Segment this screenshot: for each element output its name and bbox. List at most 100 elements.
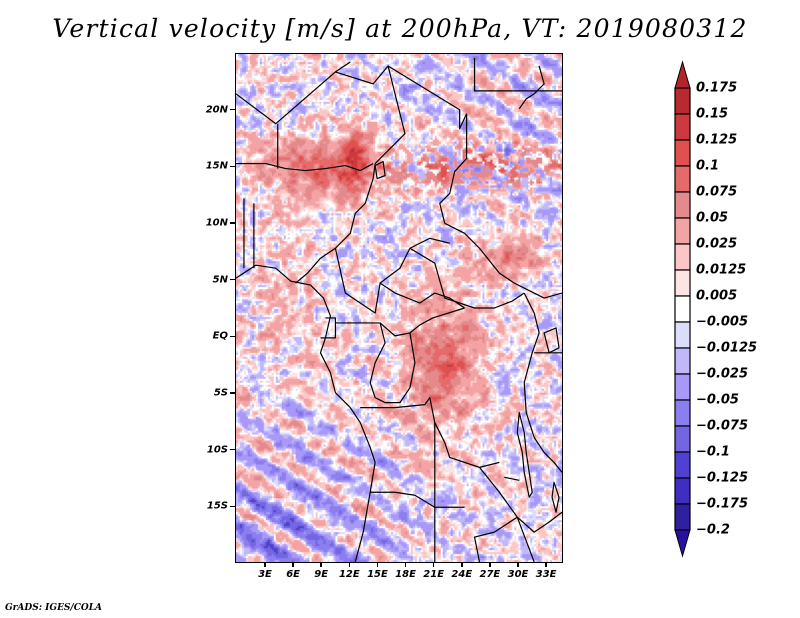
- border-south-sudan: [444, 222, 562, 299]
- y-tick-mark: [230, 165, 235, 168]
- colorbar-box: [674, 165, 691, 193]
- colorbar-box: [674, 113, 691, 141]
- colorbar-box: [674, 425, 691, 453]
- border-tanzania: [533, 352, 562, 473]
- colorbar-level-label: 0.15: [696, 106, 729, 122]
- colorbar-level-label: −0.125: [696, 470, 749, 486]
- border-cameroon-car: [334, 237, 450, 314]
- y-tick-label: 10S: [206, 444, 228, 456]
- border-egypt-sudan: [473, 57, 562, 92]
- colorbar-bottom-arrow: [674, 529, 691, 558]
- x-tick-mark: [376, 563, 379, 567]
- colorbar-level-label: 0.0125: [696, 262, 747, 278]
- colorbar-box: [674, 243, 691, 271]
- coast-angola: [349, 407, 376, 562]
- border-gabon-congo: [320, 317, 386, 404]
- x-tick-mark: [292, 563, 294, 567]
- x-tick-label: 24E: [451, 569, 473, 580]
- x-tick-label: 33E: [535, 569, 557, 580]
- border-angola-drc: [360, 397, 500, 468]
- y-tick-mark: [230, 108, 235, 111]
- colorbar-level-label: 0.175: [696, 80, 738, 96]
- colorbar-box: [674, 373, 691, 401]
- lake-malawi: [551, 481, 560, 513]
- x-tick-label: 21E: [423, 569, 445, 580]
- colorbar-level-label: −0.075: [696, 418, 749, 434]
- border-benin: [243, 198, 255, 269]
- colorbar-level-label: 0.075: [696, 184, 738, 200]
- colorbar-box: [674, 87, 691, 115]
- x-tick-label: 27E: [479, 569, 501, 580]
- colorbar-box: [674, 321, 691, 349]
- border-car-sudan: [409, 247, 525, 309]
- x-tick-label: 18E: [395, 569, 416, 580]
- vertical-velocity-field: [236, 54, 562, 562]
- x-tick-mark: [517, 563, 519, 567]
- country-borders: [236, 57, 562, 562]
- colorbar-box: [674, 295, 691, 323]
- colorbar-level-label: 0.025: [696, 236, 738, 252]
- y-tick-mark: [230, 448, 235, 451]
- x-tick-mark: [404, 563, 407, 567]
- colorbar-level-label: −0.025: [696, 366, 749, 382]
- colorbar-box: [674, 139, 691, 167]
- colorbar-level-label: −0.0125: [696, 340, 758, 356]
- y-tick-mark: [230, 278, 235, 281]
- colorbar-level-label: 0.125: [696, 132, 738, 148]
- border-niger-nigeria: [236, 162, 374, 172]
- x-tick-mark: [545, 563, 547, 567]
- colorbar-level-label: −0.2: [696, 522, 730, 538]
- colorbar-level-label: −0.1: [696, 444, 730, 460]
- colorbar-level-label: 0.05: [696, 210, 729, 226]
- x-tick-mark: [264, 563, 266, 567]
- colorbar-level-label: −0.005: [696, 314, 749, 330]
- x-tick-mark: [348, 563, 351, 567]
- y-tick-mark: [230, 335, 235, 338]
- x-tick-mark: [432, 563, 435, 567]
- x-tick-label: 30E: [507, 569, 529, 580]
- coast-westafrica: [236, 264, 351, 409]
- colorbar-box: [674, 399, 691, 427]
- colorbar-level-label: −0.05: [696, 392, 739, 408]
- y-tick-label: 15S: [206, 500, 228, 512]
- x-tick-label: 9E: [314, 569, 329, 580]
- chart-title: Vertical velocity [m/s] at 200hPa, VT: 2…: [52, 14, 748, 43]
- border-congo-drc: [379, 307, 465, 404]
- colorbar-top-arrow: [674, 60, 691, 89]
- y-tick-label: 20N: [205, 104, 228, 116]
- nile-river: [518, 65, 545, 110]
- colorbar-box: [674, 477, 691, 505]
- colorbar-box: [674, 191, 691, 219]
- x-tick-mark: [461, 563, 463, 567]
- lake-victoria: [543, 327, 560, 354]
- y-tick-label: EQ: [212, 330, 228, 342]
- border-algeria-niger: [236, 61, 468, 130]
- border-zambia: [479, 466, 562, 562]
- colorbar-box: [674, 347, 691, 375]
- lake-chad: [374, 160, 386, 180]
- y-tick-mark: [230, 392, 235, 394]
- x-tick-mark: [320, 563, 322, 567]
- grads-credit: GrADS: IGES/COLA: [5, 603, 103, 613]
- border-libya-chad: [374, 65, 406, 164]
- border-car-drc: [379, 282, 465, 309]
- x-tick-label: 15E: [367, 569, 388, 580]
- y-tick-label: 5N: [212, 274, 228, 286]
- border-drc-east: [523, 292, 540, 438]
- map-plot-area: [235, 53, 563, 563]
- y-tick-label: 15N: [205, 160, 228, 172]
- border-nigeria-cameroon: [295, 163, 376, 284]
- colorbar-level-label: 0.1: [696, 158, 720, 174]
- colorbar-box: [674, 503, 691, 531]
- colorbar-box: [674, 217, 691, 245]
- colorbar-box: [674, 269, 691, 297]
- y-tick-label: 5S: [213, 387, 228, 399]
- x-tick-mark: [489, 563, 491, 567]
- y-tick-label: 10N: [205, 217, 228, 229]
- x-tick-label: 3E: [258, 569, 272, 580]
- y-tick-mark: [230, 222, 235, 224]
- colorbar-level-label: 0.005: [696, 288, 738, 304]
- x-tick-label: 6E: [286, 569, 300, 580]
- border-angola-zambia: [370, 422, 465, 508]
- lake-tanganyika: [516, 411, 533, 498]
